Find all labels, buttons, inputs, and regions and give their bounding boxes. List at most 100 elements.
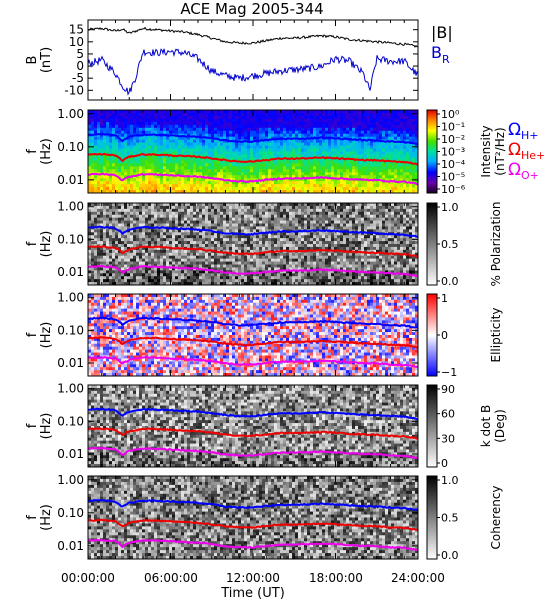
heatmap-cell bbox=[403, 112, 407, 117]
heatmap-cell bbox=[124, 235, 128, 239]
heatmap-cell bbox=[265, 279, 269, 283]
heatmap-cell bbox=[253, 175, 257, 179]
heatmap-cell bbox=[250, 190, 254, 194]
heatmap-cell bbox=[175, 121, 179, 126]
heatmap-cell bbox=[247, 220, 251, 224]
heatmap-cell bbox=[154, 276, 158, 280]
heatmap-cell bbox=[172, 205, 176, 210]
heatmap-cell bbox=[139, 151, 143, 155]
heatmap-cell bbox=[274, 217, 278, 221]
heatmap-cell bbox=[112, 264, 116, 268]
heatmap-cell bbox=[253, 133, 257, 138]
heatmap-cell bbox=[367, 181, 371, 185]
heatmap-cell bbox=[400, 157, 404, 161]
heatmap-cell bbox=[319, 172, 323, 176]
heatmap-cell bbox=[211, 270, 215, 274]
series-line bbox=[87, 48, 419, 96]
heatmap-cell bbox=[247, 121, 251, 126]
heatmap-cell bbox=[142, 205, 146, 210]
heatmap-cell bbox=[94, 238, 98, 242]
heatmap-cell bbox=[379, 154, 383, 158]
heatmap-cell bbox=[202, 238, 206, 242]
heatmap-cell bbox=[211, 130, 215, 135]
heatmap-cell bbox=[190, 282, 194, 286]
heatmap-cell bbox=[91, 232, 95, 236]
heatmap-cell bbox=[397, 178, 401, 182]
heatmap-cell bbox=[259, 166, 263, 170]
heatmap-cell bbox=[220, 211, 224, 216]
heatmap-cell bbox=[394, 151, 398, 155]
heatmap-cell bbox=[181, 190, 185, 194]
heatmap-cell bbox=[265, 244, 269, 248]
heatmap-cell bbox=[304, 133, 308, 138]
heatmap-cell bbox=[118, 169, 122, 173]
heatmap-cell bbox=[211, 261, 215, 265]
heatmap-cell bbox=[412, 160, 416, 164]
heatmap-cell bbox=[307, 133, 311, 138]
heatmap-cell bbox=[334, 145, 338, 149]
heatmap-cell bbox=[373, 154, 377, 158]
heatmap-cell bbox=[406, 154, 410, 158]
heatmap-cell bbox=[247, 127, 251, 132]
heatmap-cell bbox=[97, 112, 101, 117]
heatmap-cell bbox=[253, 208, 257, 213]
heatmap-cell bbox=[91, 190, 95, 194]
heatmap-cell bbox=[145, 217, 149, 221]
heatmap-cell bbox=[376, 184, 380, 188]
heatmap-cell bbox=[157, 151, 161, 155]
heatmap-cell bbox=[202, 139, 206, 143]
heatmap-cell bbox=[109, 267, 113, 271]
heatmap-cell bbox=[226, 145, 230, 149]
heatmap-cell bbox=[148, 145, 152, 149]
heatmap-cell bbox=[208, 130, 212, 135]
heatmap-cell bbox=[94, 223, 98, 227]
gyro-label-sub: H+ bbox=[521, 129, 539, 142]
heatmap-cell bbox=[112, 127, 116, 132]
heatmap-cell bbox=[409, 124, 413, 129]
heatmap-cell bbox=[136, 190, 140, 194]
heatmap-cell bbox=[286, 127, 290, 132]
heatmap-cell bbox=[214, 208, 218, 213]
heatmap-cell bbox=[310, 124, 314, 129]
heatmap-cell bbox=[310, 181, 314, 185]
heatmap-cell bbox=[244, 178, 248, 182]
heatmap-cell bbox=[385, 181, 389, 185]
y-axis-label-line: (Hz) bbox=[39, 231, 54, 258]
heatmap-cell bbox=[91, 157, 95, 161]
heatmap-cell bbox=[172, 118, 176, 123]
heatmap-cell bbox=[217, 223, 221, 227]
heatmap-cell bbox=[139, 244, 143, 248]
heatmap-cell bbox=[88, 118, 92, 123]
heatmap-cell bbox=[304, 142, 308, 146]
heatmap-cell bbox=[388, 187, 392, 191]
heatmap-cell bbox=[406, 142, 410, 146]
heatmap-cell bbox=[262, 136, 266, 141]
heatmap-cell bbox=[193, 172, 197, 176]
heatmap-cell bbox=[382, 157, 386, 161]
heatmap-cell bbox=[388, 121, 392, 126]
heatmap-cell bbox=[205, 127, 209, 132]
heatmap-cell bbox=[268, 118, 272, 123]
heatmap-cell bbox=[145, 235, 149, 239]
heatmap-cell bbox=[211, 127, 215, 132]
heatmap-cell bbox=[157, 223, 161, 227]
heatmap-cell bbox=[100, 273, 104, 277]
heatmap-cell bbox=[274, 190, 278, 194]
colorbar-tick-label: 10⁻⁶ bbox=[441, 183, 466, 196]
heatmap-cell bbox=[232, 133, 236, 138]
heatmap-cell bbox=[196, 169, 200, 173]
heatmap-cell bbox=[160, 151, 164, 155]
heatmap-cell bbox=[229, 110, 233, 114]
heatmap-cell bbox=[415, 181, 419, 185]
heatmap-cell bbox=[157, 118, 161, 123]
heatmap-cell bbox=[130, 127, 134, 132]
heatmap-cell bbox=[130, 279, 134, 283]
heatmap-cell bbox=[364, 154, 368, 158]
heatmap-cell bbox=[289, 181, 293, 185]
heatmap-cell bbox=[172, 139, 176, 143]
heatmap-cell bbox=[271, 175, 275, 179]
heatmap-cell bbox=[313, 115, 317, 120]
heatmap-cell bbox=[94, 163, 98, 167]
heatmap-cell bbox=[223, 276, 227, 280]
heatmap-cell bbox=[223, 267, 227, 271]
